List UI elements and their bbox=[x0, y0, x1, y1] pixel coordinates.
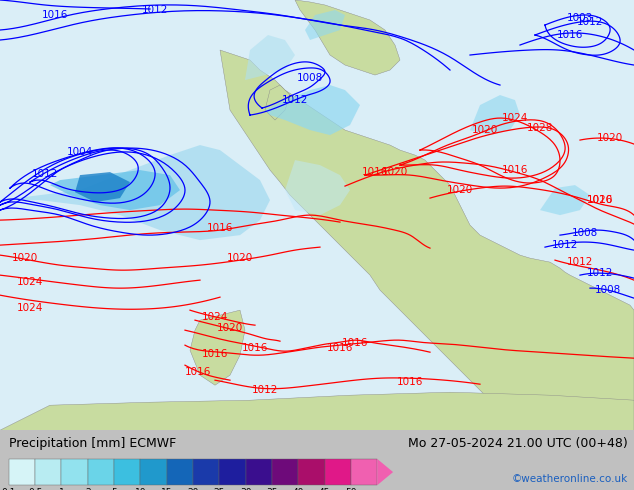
Text: 15: 15 bbox=[161, 488, 172, 490]
Text: 20: 20 bbox=[188, 488, 198, 490]
Text: 1016: 1016 bbox=[587, 195, 613, 205]
Text: 1003: 1003 bbox=[567, 13, 593, 23]
Text: 1020: 1020 bbox=[472, 125, 498, 135]
Text: Precipitation [mm] ECMWF: Precipitation [mm] ECMWF bbox=[9, 438, 176, 450]
Text: 1012: 1012 bbox=[577, 17, 603, 27]
Polygon shape bbox=[0, 392, 634, 430]
Text: 1020: 1020 bbox=[12, 253, 38, 263]
Text: 45: 45 bbox=[319, 488, 330, 490]
Text: 1016: 1016 bbox=[342, 338, 368, 348]
Bar bbox=[35, 459, 61, 485]
Text: 1016: 1016 bbox=[327, 343, 353, 353]
Text: 1004: 1004 bbox=[67, 147, 93, 157]
Text: 2: 2 bbox=[85, 488, 91, 490]
Bar bbox=[325, 459, 351, 485]
Text: 1016: 1016 bbox=[207, 223, 233, 233]
Text: 1020: 1020 bbox=[447, 185, 473, 195]
Text: 1020: 1020 bbox=[227, 253, 253, 263]
Text: 1008: 1008 bbox=[297, 73, 323, 83]
Text: 1024: 1024 bbox=[202, 312, 228, 322]
Text: 1024: 1024 bbox=[502, 113, 528, 123]
Polygon shape bbox=[377, 459, 393, 485]
Text: 1020: 1020 bbox=[382, 167, 408, 177]
Text: 1028: 1028 bbox=[527, 123, 553, 133]
Text: 1016: 1016 bbox=[202, 349, 228, 359]
Bar bbox=[298, 459, 325, 485]
Polygon shape bbox=[265, 85, 360, 135]
Text: 1012: 1012 bbox=[32, 169, 58, 179]
Polygon shape bbox=[190, 310, 245, 385]
Polygon shape bbox=[540, 185, 590, 215]
Text: 1016: 1016 bbox=[362, 167, 388, 177]
Bar bbox=[193, 459, 219, 485]
Polygon shape bbox=[0, 145, 270, 240]
Bar bbox=[140, 459, 167, 485]
Text: 0.5: 0.5 bbox=[28, 488, 42, 490]
Text: ©weatheronline.co.uk: ©weatheronline.co.uk bbox=[512, 474, 628, 484]
Bar bbox=[245, 459, 272, 485]
Polygon shape bbox=[295, 0, 400, 75]
Text: 40: 40 bbox=[293, 488, 304, 490]
Bar bbox=[351, 459, 377, 485]
Bar bbox=[114, 459, 140, 485]
Bar bbox=[272, 459, 298, 485]
Text: 30: 30 bbox=[240, 488, 252, 490]
Text: 1016: 1016 bbox=[185, 367, 211, 377]
Text: 1016: 1016 bbox=[397, 377, 423, 387]
Text: 1008: 1008 bbox=[572, 228, 598, 238]
Text: 1024: 1024 bbox=[17, 277, 43, 287]
Text: 1012: 1012 bbox=[552, 240, 578, 250]
Polygon shape bbox=[265, 85, 290, 120]
Text: 1020: 1020 bbox=[597, 133, 623, 143]
Text: Mo 27-05-2024 21.00 UTC (00+48): Mo 27-05-2024 21.00 UTC (00+48) bbox=[408, 438, 628, 450]
Text: 50: 50 bbox=[345, 488, 357, 490]
Text: 1012: 1012 bbox=[252, 385, 278, 395]
Text: 10: 10 bbox=[134, 488, 146, 490]
Text: 1016: 1016 bbox=[42, 10, 68, 20]
Text: 25: 25 bbox=[214, 488, 225, 490]
Polygon shape bbox=[285, 160, 350, 215]
Text: 1016: 1016 bbox=[557, 30, 583, 40]
Text: 1020: 1020 bbox=[587, 195, 613, 205]
Text: 0.1: 0.1 bbox=[2, 488, 16, 490]
Text: 1012: 1012 bbox=[281, 95, 308, 105]
Bar bbox=[9, 459, 35, 485]
Polygon shape bbox=[470, 95, 520, 135]
Polygon shape bbox=[50, 170, 180, 210]
Polygon shape bbox=[305, 10, 345, 40]
Polygon shape bbox=[220, 50, 634, 430]
Bar bbox=[87, 459, 114, 485]
Text: 1012: 1012 bbox=[587, 268, 613, 278]
Bar bbox=[61, 459, 87, 485]
Bar bbox=[219, 459, 245, 485]
Text: 1020: 1020 bbox=[217, 323, 243, 333]
Text: 1016: 1016 bbox=[502, 165, 528, 175]
Text: 1012: 1012 bbox=[142, 5, 168, 15]
Text: 1: 1 bbox=[58, 488, 65, 490]
Text: 1012: 1012 bbox=[567, 257, 593, 267]
Text: 1024: 1024 bbox=[17, 303, 43, 313]
Polygon shape bbox=[245, 35, 295, 80]
Text: 1016: 1016 bbox=[242, 343, 268, 353]
Text: 35: 35 bbox=[266, 488, 278, 490]
Text: 1008: 1008 bbox=[595, 285, 621, 295]
Bar bbox=[167, 459, 193, 485]
Text: 5: 5 bbox=[111, 488, 117, 490]
Polygon shape bbox=[75, 172, 130, 202]
